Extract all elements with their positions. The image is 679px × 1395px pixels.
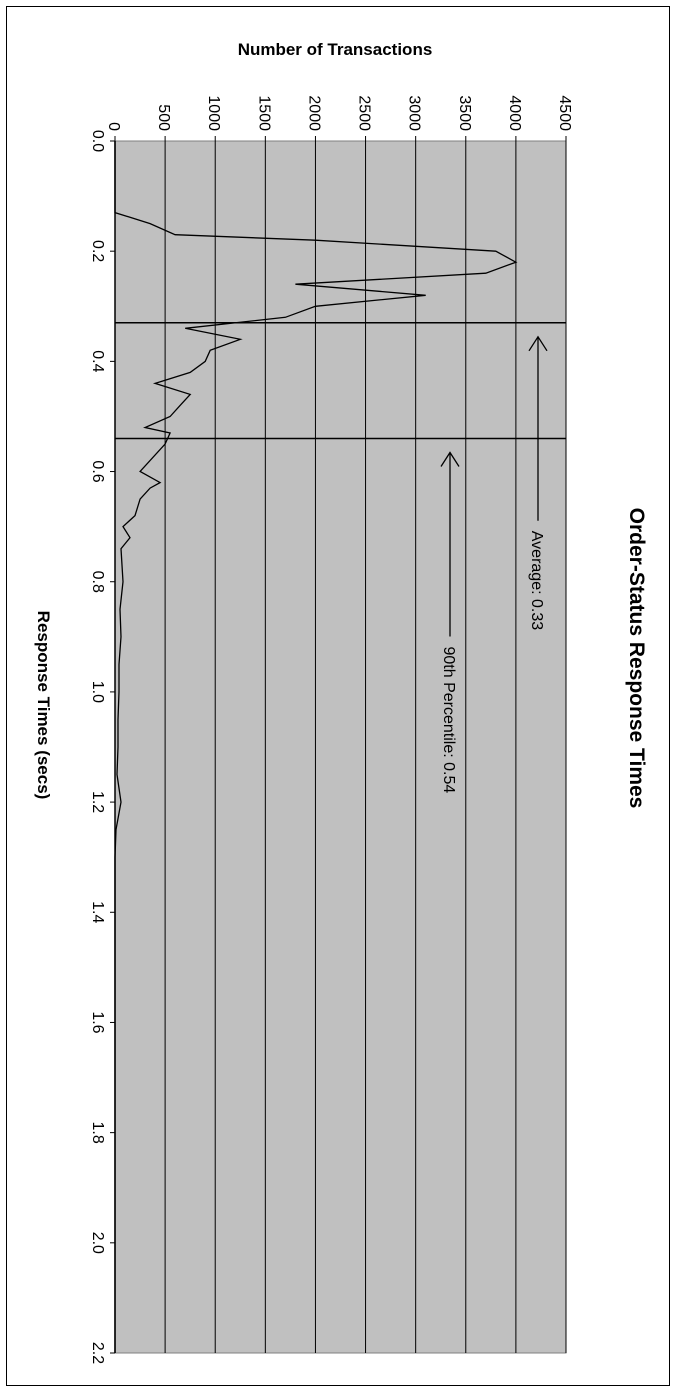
value-axis-title: Number of Transactions bbox=[238, 40, 433, 59]
reference-line-label: Average: 0.33 bbox=[528, 531, 545, 630]
value-tick-label: 2000 bbox=[305, 95, 322, 131]
value-tick-label: 4500 bbox=[556, 95, 573, 131]
value-tick-label: 500 bbox=[155, 104, 172, 131]
value-tick-label: 1500 bbox=[255, 95, 272, 131]
series-line bbox=[114, 141, 518, 1353]
time-tick-label: 2.2 bbox=[89, 1342, 106, 1364]
annotation-arrowhead bbox=[440, 451, 460, 467]
value-tick-label: 2500 bbox=[356, 95, 373, 131]
reference-line-label: 90th Percentile: 0.54 bbox=[440, 646, 457, 793]
time-tick-label: 1.6 bbox=[89, 1011, 106, 1033]
time-tick-label: 0.4 bbox=[89, 350, 106, 372]
time-tick-label: 0.6 bbox=[89, 460, 106, 482]
value-tick-label: 4000 bbox=[506, 95, 523, 131]
chart-title: Order-Status Response Times bbox=[625, 508, 648, 809]
value-tick-label: 1000 bbox=[205, 95, 222, 131]
time-tick-label: 0.2 bbox=[89, 240, 106, 262]
plot-area bbox=[114, 140, 567, 1354]
value-tick-label: 0 bbox=[105, 122, 122, 131]
time-tick-label: 1.2 bbox=[89, 791, 106, 813]
annotation-arrowhead bbox=[528, 335, 548, 352]
plot-layer bbox=[110, 136, 567, 1354]
time-tick-label: 1.8 bbox=[89, 1122, 106, 1144]
label-layer: 0 500 1000 1500 2000 2500 3000 3500 4000 4500 0.0 0… bbox=[34, 40, 648, 1364]
time-tick-label: 0.8 bbox=[89, 571, 106, 593]
time-tick-label: 1.4 bbox=[89, 901, 106, 923]
time-axis-title: Response Times (secs) bbox=[34, 611, 53, 800]
time-tick-label: 1.0 bbox=[89, 681, 106, 703]
value-tick-label: 3000 bbox=[406, 95, 423, 131]
value-tick-label: 3500 bbox=[456, 95, 473, 131]
time-tick-label: 2.0 bbox=[89, 1232, 106, 1254]
time-tick-label: 0.0 bbox=[89, 130, 106, 152]
